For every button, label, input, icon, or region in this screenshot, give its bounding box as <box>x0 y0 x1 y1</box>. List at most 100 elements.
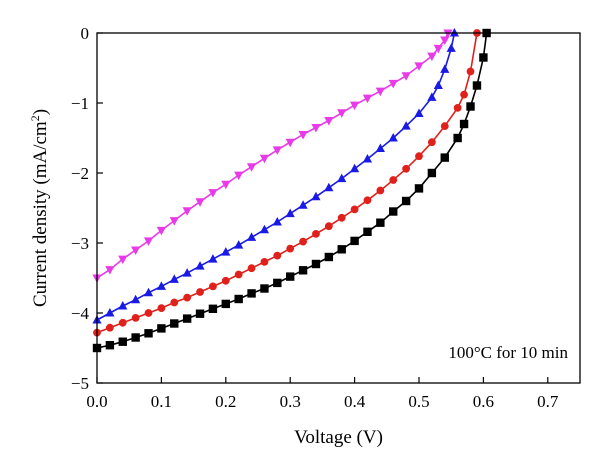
data-point-circle <box>209 282 217 291</box>
plot-frame <box>96 32 581 384</box>
data-point-square <box>195 309 205 318</box>
data-point-square <box>376 218 385 227</box>
data-point-triangle-down <box>195 198 205 207</box>
data-point-circle <box>183 293 192 302</box>
data-point-square <box>472 81 482 90</box>
x-tick-label: 0.1 <box>151 392 172 411</box>
data-point-circle <box>273 251 282 260</box>
data-point-square <box>324 252 334 262</box>
data-point-square <box>105 341 115 350</box>
x-tick-label: 0.7 <box>537 392 559 411</box>
x-tick-label: 0.2 <box>215 392 236 411</box>
data-point-square <box>337 245 346 254</box>
data-point-triangle-up <box>118 301 128 310</box>
y-tick-label: 0 <box>81 24 90 43</box>
data-point-square <box>363 227 372 236</box>
data-point-square <box>466 102 475 111</box>
data-point-circle <box>247 264 256 273</box>
data-point-circle <box>157 304 166 312</box>
data-point-triangle-down <box>443 29 453 38</box>
data-point-circle <box>234 270 243 279</box>
y-tick-label: −4 <box>71 304 90 323</box>
y-tick-label: −5 <box>71 374 89 393</box>
data-point-circle <box>131 314 140 322</box>
data-point-square <box>182 314 192 323</box>
data-point-triangle-up <box>105 308 115 317</box>
ticks-layer: 0.0 0.1 0.2 0.3 0.4 0.5 0.6 0.7 0 −1 −2 −3 −4 −5 <box>71 24 559 411</box>
series-triangle-up <box>92 28 460 324</box>
data-point-square <box>170 319 179 328</box>
series-layer <box>92 28 491 353</box>
data-point-circle <box>286 244 295 253</box>
data-point-triangle-up <box>446 43 456 52</box>
data-point-circle <box>440 122 449 130</box>
data-point-triangle-up <box>449 28 460 37</box>
data-point-square <box>131 333 140 342</box>
data-point-circle <box>144 309 153 317</box>
data-point-circle <box>221 276 230 285</box>
x-tick-label: 0.5 <box>408 392 429 411</box>
data-point-triangle-up <box>440 64 450 73</box>
data-point-circle <box>453 104 462 112</box>
data-point-triangle-down <box>221 180 231 190</box>
data-point-circle <box>312 230 320 238</box>
data-point-triangle-up <box>182 268 192 277</box>
data-point-square <box>440 153 449 162</box>
data-point-triangle-up <box>362 154 373 163</box>
x-tick-label: 0.4 <box>344 392 366 411</box>
data-point-square <box>234 294 243 304</box>
data-point-square <box>208 304 218 313</box>
data-point-triangle-down <box>440 36 450 45</box>
data-point-triangle-down <box>156 226 166 236</box>
series-circle <box>93 29 481 337</box>
data-point-triangle-up <box>143 287 154 297</box>
data-point-triangle-up <box>350 163 360 173</box>
data-point-circle <box>260 258 269 266</box>
data-point-circle <box>170 298 179 307</box>
data-point-circle <box>350 205 359 214</box>
data-point-square <box>157 324 166 333</box>
series-line <box>96 32 488 349</box>
data-point-triangle-up <box>298 200 308 209</box>
data-point-square <box>118 337 127 346</box>
data-point-circle <box>466 67 475 76</box>
data-point-triangle-up <box>285 208 295 218</box>
data-point-triangle-down <box>131 246 141 255</box>
data-point-triangle-down <box>182 207 192 216</box>
data-point-square <box>427 168 437 178</box>
data-point-circle <box>299 237 307 246</box>
x-tick-label: 0.0 <box>86 392 107 411</box>
data-point-square <box>247 289 256 298</box>
data-point-triangle-down <box>272 146 282 155</box>
data-point-triangle-down <box>285 138 295 148</box>
data-point-square <box>401 196 411 206</box>
data-point-circle <box>460 90 468 99</box>
data-point-square <box>144 329 153 338</box>
data-point-triangle-down <box>234 171 244 181</box>
data-point-square <box>221 299 230 309</box>
data-point-square <box>286 272 295 281</box>
data-point-triangle-up <box>195 261 205 270</box>
data-point-circle <box>324 222 333 231</box>
data-point-square <box>459 119 469 129</box>
data-point-triangle-down <box>143 237 154 246</box>
x-tick-label: 0.3 <box>280 392 301 411</box>
data-point-circle <box>376 186 385 195</box>
data-point-triangle-up <box>401 121 411 130</box>
data-point-square <box>350 236 359 246</box>
series-square <box>92 28 491 353</box>
y-tick-label: −1 <box>71 94 89 113</box>
data-point-circle <box>415 152 423 161</box>
x-axis-title: Voltage (V) <box>294 427 383 448</box>
data-point-triangle-up <box>246 232 257 241</box>
data-point-circle <box>118 318 127 327</box>
data-point-triangle-down <box>401 72 411 81</box>
data-point-triangle-up <box>169 274 179 283</box>
data-point-triangle-up <box>259 224 270 234</box>
data-point-triangle-up <box>324 182 334 192</box>
data-point-triangle-down <box>427 52 437 62</box>
data-point-triangle-up <box>221 247 231 256</box>
data-point-circle <box>105 323 114 332</box>
y-axis-title-main: Current density (mA/cm <box>30 121 51 307</box>
